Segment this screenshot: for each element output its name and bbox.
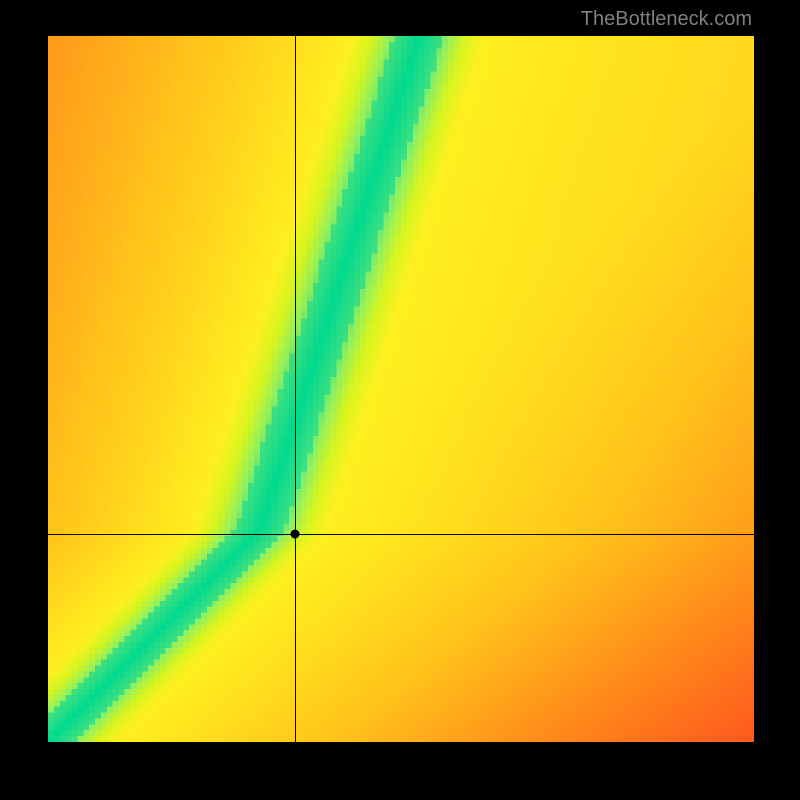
heatmap-canvas [48,36,754,742]
crosshair-horizontal [48,534,754,535]
watermark-label: TheBottleneck.com [581,8,752,31]
crosshair-vertical [295,36,296,742]
marker-dot [291,529,300,538]
chart-area [48,36,754,742]
